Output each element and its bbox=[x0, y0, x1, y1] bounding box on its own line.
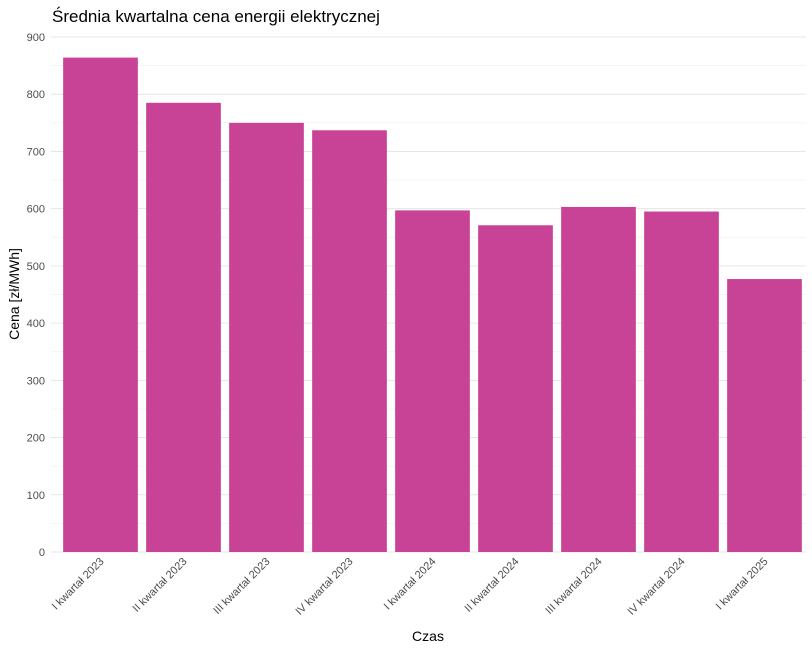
bar bbox=[561, 206, 636, 552]
y-tick-label: 700 bbox=[27, 146, 45, 158]
x-tick-label: IV kwartał 2024 bbox=[626, 556, 688, 618]
bar bbox=[146, 102, 221, 553]
x-tick-label: III kwartał 2023 bbox=[211, 556, 272, 617]
chart-title: Średnia kwartalna cena energii elektrycz… bbox=[52, 7, 380, 26]
x-axis-title: Czas bbox=[412, 628, 444, 644]
y-tick-label: 900 bbox=[27, 32, 45, 44]
x-tick-label: II kwartał 2024 bbox=[463, 556, 522, 615]
x-tick-label: IV kwartał 2023 bbox=[294, 556, 356, 618]
x-tick-label: I kwartał 2025 bbox=[714, 556, 771, 613]
bar bbox=[727, 279, 802, 552]
x-tick-label: I kwartał 2023 bbox=[50, 556, 107, 613]
bar bbox=[312, 130, 387, 552]
bar bbox=[644, 211, 719, 552]
x-tick-label: I kwartał 2024 bbox=[382, 556, 439, 613]
x-tick-label: III kwartał 2024 bbox=[543, 556, 604, 617]
y-tick-label: 300 bbox=[27, 375, 45, 387]
y-tick-label: 400 bbox=[27, 318, 45, 330]
y-tick-label: 500 bbox=[27, 261, 45, 273]
x-axis-tick-labels: I kwartał 2023 II kwartał 2023 III kwartał… bbox=[50, 556, 771, 618]
bars bbox=[63, 57, 802, 553]
y-tick-label: 800 bbox=[27, 89, 45, 101]
bar bbox=[63, 57, 138, 552]
x-tick-label: II kwartał 2023 bbox=[131, 556, 190, 615]
bar bbox=[478, 225, 553, 552]
y-axis-title: Cena [zł/MWh] bbox=[6, 248, 22, 340]
bar bbox=[229, 122, 304, 552]
bar bbox=[395, 210, 470, 552]
y-tick-label: 0 bbox=[39, 547, 45, 559]
y-axis-tick-labels: 0 100 200 300 400 500 600 700 800 900 bbox=[27, 32, 45, 559]
y-tick-label: 600 bbox=[27, 204, 45, 216]
y-tick-label: 200 bbox=[27, 433, 45, 445]
y-tick-label: 100 bbox=[27, 490, 45, 502]
